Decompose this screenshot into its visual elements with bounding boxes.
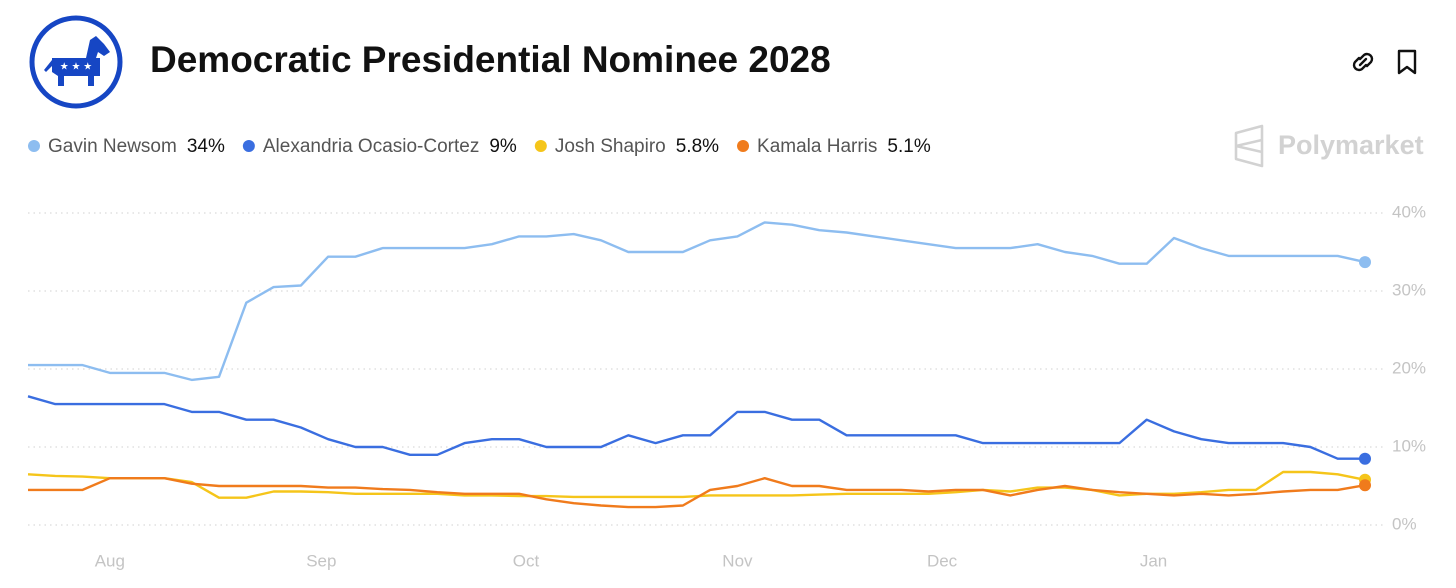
x-tick-label: Dec — [927, 551, 958, 570]
legend-value: 9% — [489, 136, 517, 157]
share-link-icon[interactable] — [1352, 52, 1374, 72]
legend-name: Josh Shapiro — [555, 136, 666, 157]
svg-text:★ ★ ★: ★ ★ ★ — [60, 62, 92, 73]
legend-name: Alexandria Ocasio-Cortez — [263, 136, 479, 157]
y-tick-label: 0% — [1392, 514, 1417, 533]
y-tick-label: 40% — [1392, 202, 1426, 221]
bookmark-icon[interactable] — [1397, 49, 1417, 75]
x-tick-label: Sep — [306, 551, 336, 570]
x-tick-label: Jan — [1140, 551, 1167, 570]
brand: Polymarket — [1278, 130, 1424, 160]
series-line — [27, 395, 1365, 460]
legend-dot — [28, 140, 40, 152]
series-line — [28, 221, 1366, 382]
x-tick-label: Aug — [95, 551, 125, 570]
x-tick-label: Oct — [513, 551, 540, 570]
legend-dot — [737, 140, 750, 152]
legend-value: 34% — [187, 136, 225, 157]
x-tick-label: Nov — [722, 551, 753, 570]
legend-value: 5.1% — [887, 136, 930, 157]
y-tick-label: 20% — [1392, 358, 1426, 377]
y-tick-label: 10% — [1392, 436, 1426, 455]
legend-dot — [242, 140, 255, 152]
logo: ★ ★ ★ — [29, 15, 123, 109]
legend-dot — [534, 140, 547, 152]
legend-value: 5.8% — [676, 136, 719, 157]
legend-name: Gavin Newsom — [48, 136, 177, 157]
end-point — [1359, 452, 1371, 465]
brand-logo — [1234, 124, 1264, 168]
end-point — [1359, 256, 1371, 269]
end-point — [1359, 479, 1371, 492]
chart-title: Democratic Presidential Nominee 2028 — [150, 39, 831, 80]
y-tick-label: 30% — [1392, 280, 1426, 299]
legend-name: Kamala Harris — [757, 136, 877, 157]
series-line — [28, 477, 1366, 509]
